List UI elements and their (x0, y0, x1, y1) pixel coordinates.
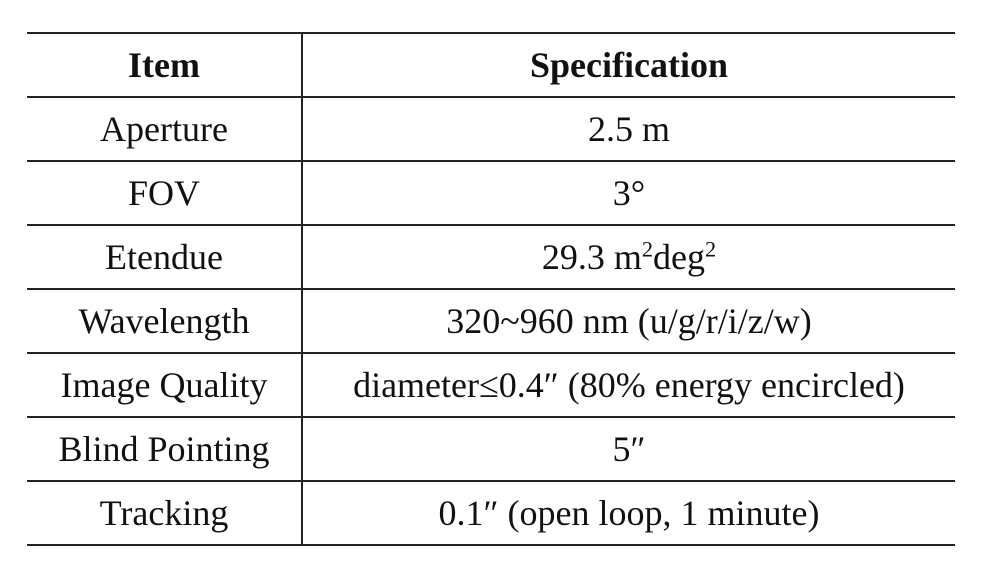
spec-cell: diameter≤0.4″ (80% energy encircled) (302, 353, 955, 418)
item-cell: FOV (27, 161, 303, 226)
spec-cell: 29.3 m2deg2 (302, 225, 955, 290)
item-cell: Tracking (27, 481, 303, 546)
table-row: FOV 3° (27, 161, 955, 226)
item-cell: Wavelength (27, 289, 303, 354)
table-header: Item Specification (27, 32, 955, 98)
table-row: Image Quality diameter≤0.4″ (80% energy … (27, 353, 955, 418)
item-cell: Image Quality (27, 353, 303, 418)
specification-table: Item Specification Aperture 2.5 m FOV 3°… (27, 32, 955, 546)
header-specification: Specification (302, 32, 955, 98)
table-row: Blind Pointing 5″ (27, 417, 955, 482)
etendue-value: 29.3 m (541, 237, 642, 277)
etendue-unit: deg (653, 237, 705, 277)
spec-cell: 3° (302, 161, 955, 226)
header-item: Item (27, 32, 303, 98)
spec-cell: 0.1″ (open loop, 1 minute) (302, 481, 955, 546)
item-cell: Blind Pointing (27, 417, 303, 482)
header-row: Item Specification (27, 32, 955, 98)
spec-cell: 5″ (302, 417, 955, 482)
spec-cell: 320~960 nm (u/g/r/i/z/w) (302, 289, 955, 354)
spec-cell: 2.5 m (302, 97, 955, 162)
superscript-exponent: 2 (641, 236, 654, 262)
table-row: Wavelength 320~960 nm (u/g/r/i/z/w) (27, 289, 955, 354)
superscript-exponent: 2 (705, 236, 717, 262)
table-row: Tracking 0.1″ (open loop, 1 minute) (27, 481, 955, 546)
table-row: Etendue 29.3 m2deg2 (27, 225, 955, 290)
table-body: Aperture 2.5 m FOV 3° Etendue 29.3 m2deg… (27, 97, 955, 546)
item-cell: Aperture (27, 97, 303, 162)
item-cell: Etendue (27, 225, 303, 290)
table-row: Aperture 2.5 m (27, 97, 955, 162)
